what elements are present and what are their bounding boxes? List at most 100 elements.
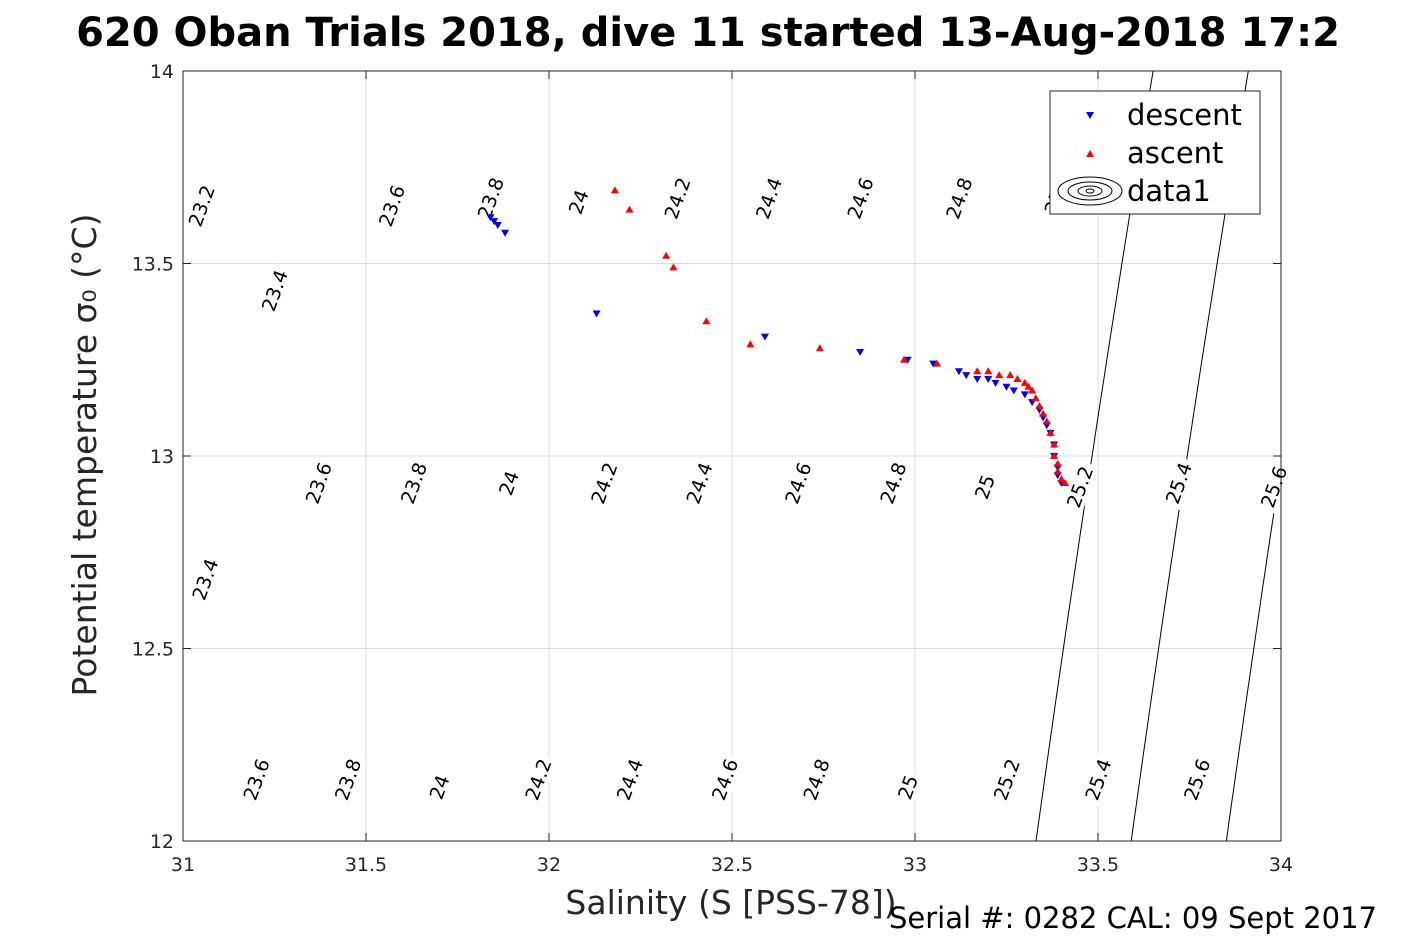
contour-label-gap [186, 551, 224, 607]
chart-title: 620 Oban Trials 2018, dive 11 started 13… [76, 10, 1340, 56]
legend: descent ascent data1 [1049, 90, 1261, 215]
y-axis-label: Potential temperature σ₀ (°C) [65, 214, 104, 697]
descent-point [903, 356, 912, 364]
ascent-point [625, 205, 634, 213]
ascent-point [1013, 375, 1022, 382]
ascent-point [746, 340, 755, 348]
contour-line [1225, 461, 1281, 841]
contour-label-gap [519, 752, 557, 807]
contour-label-gap [749, 170, 788, 226]
descent-point [973, 376, 982, 383]
descent-point [954, 368, 963, 376]
ascent-point [973, 367, 982, 375]
x-axis-label: Salinity (S [PSS-78]) [565, 883, 896, 922]
descent-point [1002, 383, 1011, 391]
contour-label-gap [182, 178, 221, 233]
x-tick-label: 33 [903, 854, 927, 876]
contour-label-gap [987, 752, 1026, 807]
ascent-point [1057, 475, 1066, 483]
legend-contour-icon [1057, 176, 1123, 206]
ascent-point [932, 359, 941, 367]
legend-contour-label: data1 [1127, 174, 1211, 208]
contour-label-gap [969, 469, 1000, 504]
descent-point [984, 376, 993, 383]
descent-point [486, 214, 495, 222]
x-tick-label: 32.5 [711, 854, 753, 876]
contour-label-gap [610, 752, 649, 807]
x-tick-label: 34 [1269, 854, 1293, 876]
descent-point [592, 310, 601, 318]
ascent-point [1053, 459, 1062, 467]
ascent-point [669, 263, 678, 271]
ascent-point [1061, 478, 1070, 486]
descent-point [991, 379, 1000, 387]
y-tick-label: 13 [150, 446, 174, 468]
contour-label-gap [328, 752, 367, 807]
y-tick-label: 13.5 [132, 254, 174, 276]
data-points [486, 186, 1070, 487]
contour-label-gap [372, 178, 411, 233]
ascent-point [1046, 428, 1055, 436]
descent-point [501, 229, 510, 237]
contour-label-gap [563, 184, 594, 219]
contour-label-gap [1159, 455, 1198, 511]
descent-point [962, 372, 971, 380]
x-tick-label: 33.5 [1077, 854, 1119, 876]
ascent-point [900, 355, 909, 363]
contour-label-gap [585, 455, 623, 511]
ascent-point [610, 186, 619, 194]
contour-label-gap [471, 170, 510, 226]
x-tick-label: 31 [171, 854, 195, 876]
y-tick-label: 12.5 [132, 639, 174, 661]
contour-label-gap [680, 455, 718, 511]
contour-label-gap [1254, 459, 1293, 515]
contour-label-gap [1177, 752, 1216, 807]
contour-label-gap [841, 170, 879, 226]
contour-label-gap [892, 770, 923, 805]
contour-label-gap [237, 752, 276, 807]
descent-point [929, 360, 938, 368]
contour-label-gap [1060, 459, 1099, 515]
contour-label-gap [299, 455, 338, 511]
ascent-point [1039, 409, 1048, 417]
ascent-point [1035, 401, 1044, 409]
ascent-point [1028, 386, 1037, 394]
ascent-point [1006, 371, 1015, 379]
legend-ascent-marker [1086, 150, 1094, 157]
descent-point [493, 222, 502, 229]
contour-label-gap [424, 770, 455, 805]
contour-label-gap [874, 455, 912, 511]
descent-point [1020, 391, 1029, 399]
contour-label: 24 [493, 466, 524, 500]
legend-box [1049, 90, 1261, 215]
y-tick-label: 12 [150, 831, 174, 853]
ascent-point [702, 317, 711, 325]
contour-label-gap [255, 263, 294, 318]
ascent-point [984, 367, 993, 375]
ascent-point [662, 251, 671, 259]
x-tick-label: 31.5 [345, 854, 387, 876]
legend-descent-marker [1086, 112, 1094, 119]
descent-point [760, 333, 769, 341]
contour-label-gap [779, 455, 817, 511]
ascent-point [995, 371, 1004, 379]
ascent-point [1020, 378, 1029, 386]
ascent-point [1031, 394, 1040, 402]
contour-label-gap [1079, 752, 1117, 807]
descent-point [1009, 387, 1018, 395]
ascent-point [815, 344, 824, 352]
descent-point [490, 218, 499, 226]
descent-point [856, 349, 865, 357]
contour-label: 25 [969, 469, 1000, 504]
contour-label-gap [493, 466, 524, 500]
ascent-point [1050, 440, 1059, 448]
ascent-point [1050, 452, 1059, 459]
axis-ticks: 31 31.5 32 32.5 33 33.5 34 12 12.5 13 13.5 14 [132, 61, 1293, 876]
ascent-point [1053, 467, 1062, 475]
contour-label-gap [940, 170, 978, 226]
footer-serial-cal: Serial #: 0282 CAL: 09 Sept 2017 [889, 901, 1377, 935]
x-tick-label: 32 [537, 854, 561, 876]
ascent-point [1042, 417, 1051, 425]
ascent-point [1024, 382, 1033, 390]
